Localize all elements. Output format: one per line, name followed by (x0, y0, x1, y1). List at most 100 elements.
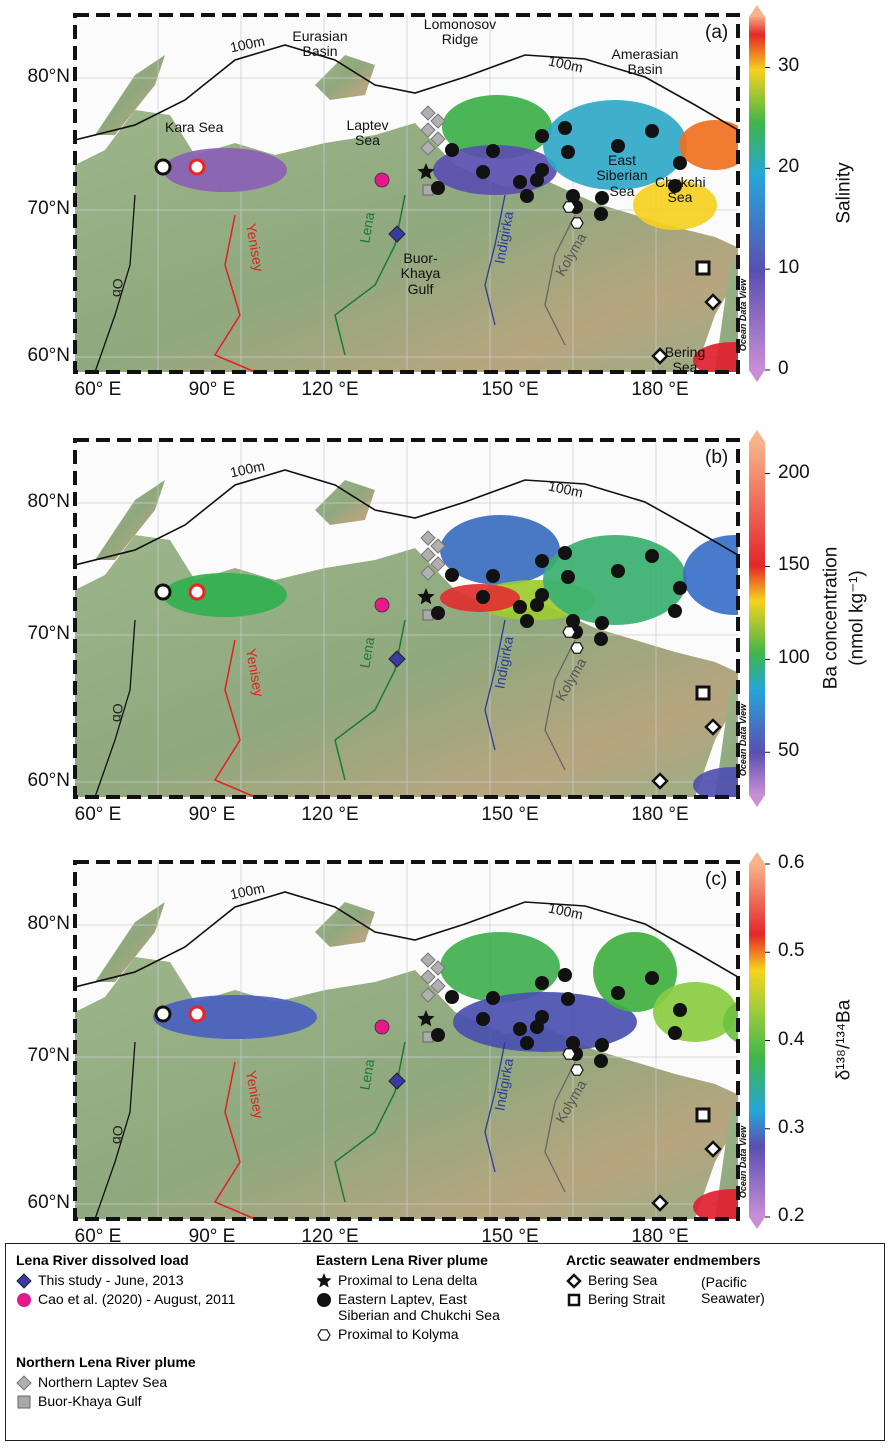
marker (535, 588, 549, 602)
data-field (653, 982, 737, 1042)
data-field (683, 535, 787, 615)
legend-label: Bering Sea (588, 1272, 657, 1288)
legend-symbol (16, 1394, 32, 1410)
legend-item: Northern Laptev Sea (16, 1374, 306, 1390)
marker (445, 990, 459, 1004)
marker (558, 121, 572, 135)
lon-label: 120 °E (301, 380, 358, 401)
legend-title: Northern Lena River plume (16, 1354, 306, 1370)
maps (0, 0, 892, 1240)
marker (594, 632, 608, 646)
marker (476, 1012, 490, 1026)
marker (535, 1010, 549, 1024)
marker (476, 590, 490, 604)
legend-label: Northern Laptev Sea (38, 1374, 167, 1390)
marker (431, 181, 445, 195)
colorbar-tick-label: 100 (778, 648, 810, 669)
colorbar-arrow (749, 430, 765, 442)
legend-item: Proximal to Kolyma (316, 1326, 546, 1342)
colorbar-tick-label: 20 (778, 157, 799, 178)
marker (486, 991, 500, 1005)
marker (375, 1020, 389, 1034)
panel-label: (b) (705, 448, 728, 469)
colorbar-arrow (749, 1217, 765, 1229)
lon-label: 150 °E (481, 380, 538, 401)
lon-label: 60° E (75, 380, 122, 401)
colorbar-tick-label: 50 (778, 741, 799, 762)
lat-label: 70°N (28, 1046, 70, 1067)
marker (476, 165, 490, 179)
colorbar-tick-label: 200 (778, 463, 810, 484)
legend-item: This study - June, 2013 (16, 1272, 306, 1288)
legend-symbol (16, 1375, 32, 1391)
legend-item: Proximal to Lena delta (316, 1272, 546, 1288)
place-label: Buor-Khaya Gulf (393, 251, 448, 297)
colorbar-title: Ba concentration (822, 547, 843, 690)
map-panel (75, 862, 813, 1225)
marker (520, 1036, 534, 1050)
marker (561, 992, 575, 1006)
legend-group: Northern Lena River plume Northern Laptev… (16, 1354, 306, 1412)
marker (668, 604, 682, 618)
marker (486, 144, 500, 158)
legend-label: Proximal to Kolyma (338, 1326, 459, 1342)
legend-symbol (316, 1327, 332, 1343)
colorbar-tick-label: 0.3 (778, 1118, 804, 1139)
marker (535, 976, 549, 990)
legend-title: Lena River dissolved load (16, 1252, 306, 1268)
marker (561, 570, 575, 584)
marker (645, 124, 659, 138)
lat-label: 80°N (28, 914, 70, 935)
legend-group: Eastern Lena River plume Proximal to Lena… (316, 1252, 546, 1345)
marker (611, 139, 625, 153)
marker (535, 554, 549, 568)
marker (673, 1003, 687, 1017)
colorbar-tick-label: 150 (778, 555, 810, 576)
marker (156, 160, 170, 174)
figure: Lena River dissolved load This study - Ju… (0, 0, 892, 1448)
marker (571, 218, 583, 228)
colorbar-tick-label: 0.5 (778, 941, 804, 962)
lon-label: 180 °E (631, 380, 688, 401)
legend-symbol (566, 1273, 582, 1289)
marker (595, 1038, 609, 1052)
legend-group: Lena River dissolved load This study - Ju… (16, 1252, 306, 1310)
marker (520, 614, 534, 628)
legend-label: Cao et al. (2020) - August, 2011 (38, 1291, 235, 1307)
lat-label: 70°N (28, 199, 70, 220)
legend-symbol (566, 1292, 582, 1308)
place-label: Laptev Sea (340, 118, 395, 149)
marker (594, 207, 608, 221)
colorbar-tick-label: 10 (778, 258, 799, 279)
colorbar (749, 17, 765, 370)
marker (558, 546, 572, 560)
marker (697, 687, 709, 699)
watermark: Ocean Data View (739, 1126, 749, 1198)
marker (611, 986, 625, 1000)
marker (513, 600, 527, 614)
colorbar-title: Salinity (835, 162, 856, 223)
lat-label: 60°N (28, 1193, 70, 1214)
marker (535, 163, 549, 177)
marker (513, 175, 527, 189)
place-label: Lomonosov Ridge (415, 17, 505, 48)
place-label: Amerasian Basin (600, 47, 690, 78)
marker (561, 145, 575, 159)
legend-label: This study - June, 2013 (38, 1272, 184, 1288)
lon-label: 60° E (75, 805, 122, 826)
watermark: Ocean Data View (739, 704, 749, 776)
colorbar-arrow (749, 370, 765, 382)
marker (697, 1109, 709, 1121)
legend-title: Eastern Lena River plume (316, 1252, 546, 1268)
legend-note: (Pacific Seawater) (701, 1274, 791, 1306)
marker (156, 585, 170, 599)
lon-label: 180 °E (631, 1227, 688, 1248)
lat-label: 60°N (28, 346, 70, 367)
data-field (440, 932, 560, 1002)
colorbar-arrow (749, 795, 765, 807)
legend-label: Bering Strait (588, 1291, 665, 1307)
legend-label: Eastern Laptev, East Siberian and Chukch… (338, 1291, 508, 1323)
lon-label: 180 °E (631, 805, 688, 826)
marker (486, 569, 500, 583)
legend-symbol (316, 1292, 332, 1308)
